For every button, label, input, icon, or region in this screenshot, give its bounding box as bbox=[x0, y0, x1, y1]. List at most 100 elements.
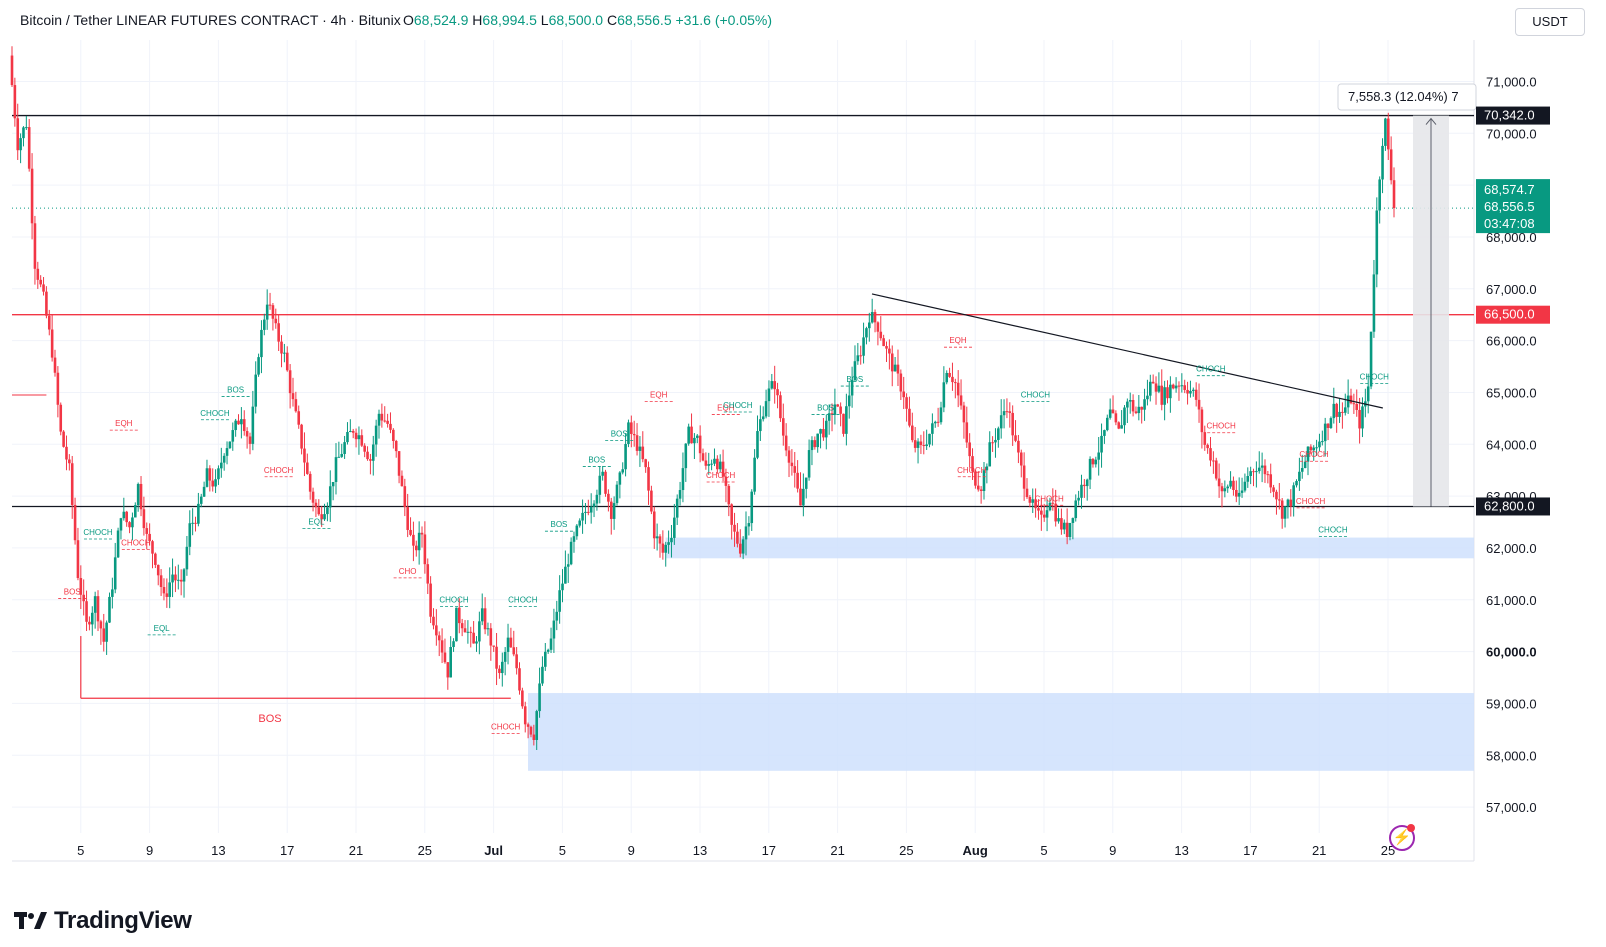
candle-body bbox=[197, 503, 200, 524]
candle-body bbox=[240, 419, 243, 425]
candle-body bbox=[1200, 409, 1204, 433]
candle-body bbox=[879, 331, 883, 339]
candle-body bbox=[862, 337, 865, 356]
candle-body bbox=[899, 373, 903, 392]
level-price-label-bg bbox=[1476, 497, 1550, 516]
chart-header: Bitcoin / Tether LINEAR FUTURES CONTRACT… bbox=[0, 0, 1520, 40]
candle-body bbox=[1042, 514, 1046, 518]
candle-body bbox=[99, 621, 103, 629]
candle-body bbox=[865, 328, 868, 338]
candle-body bbox=[687, 426, 690, 444]
candle-body bbox=[985, 466, 989, 471]
candle-body bbox=[472, 632, 475, 644]
tradingview-logo[interactable]: TradingView bbox=[14, 906, 192, 936]
candle-body bbox=[1232, 480, 1235, 490]
structure-label: CHOCH bbox=[439, 595, 469, 604]
lightning-icon[interactable]: ⚡ bbox=[1389, 824, 1415, 851]
candle-body bbox=[747, 523, 751, 527]
candle-body bbox=[584, 511, 587, 513]
candle-body bbox=[380, 413, 384, 421]
candle-body bbox=[727, 485, 731, 505]
candle-body bbox=[1105, 417, 1109, 431]
candle-body bbox=[88, 621, 91, 625]
candle-body bbox=[736, 531, 739, 544]
candle-body bbox=[1022, 465, 1026, 489]
trendline bbox=[871, 293, 1383, 409]
symbol-title[interactable]: Bitcoin / Tether LINEAR FUTURES CONTRACT… bbox=[20, 12, 401, 28]
candle-body bbox=[234, 420, 237, 431]
time-tick-label: 17 bbox=[762, 843, 776, 858]
candle-body bbox=[830, 413, 834, 415]
candle-body bbox=[1220, 486, 1224, 492]
structure-label: BOS bbox=[611, 430, 628, 439]
candle-body bbox=[460, 623, 464, 629]
candle-body bbox=[65, 446, 68, 460]
candle-body bbox=[133, 505, 137, 518]
candle-body bbox=[1300, 468, 1304, 472]
candle-body bbox=[119, 518, 123, 531]
currency-button[interactable]: USDT bbox=[1515, 8, 1585, 36]
candle-body bbox=[168, 582, 171, 597]
candle-body bbox=[435, 625, 438, 636]
candle-body bbox=[70, 463, 74, 505]
candle-body bbox=[670, 537, 673, 543]
candle-body bbox=[1068, 522, 1072, 538]
change-value: +31.6 (+0.05%) bbox=[675, 12, 773, 28]
price-tick-label: 62,000.0 bbox=[1486, 541, 1537, 556]
candle-body bbox=[406, 506, 409, 530]
candle-body bbox=[171, 574, 174, 583]
candle-body bbox=[1246, 476, 1250, 482]
tradingview-mark-icon bbox=[14, 912, 47, 929]
candle-body bbox=[1214, 460, 1218, 479]
structure-label: CHOCH bbox=[1360, 372, 1390, 381]
candle-body bbox=[76, 540, 80, 579]
measure-box bbox=[1337, 83, 1477, 111]
time-tick-label: Jul bbox=[484, 843, 503, 858]
candle-series bbox=[10, 46, 1396, 751]
demand-zones bbox=[528, 537, 1474, 771]
candle-body bbox=[1169, 384, 1172, 399]
candle-body bbox=[25, 127, 28, 129]
candle-body bbox=[182, 569, 186, 582]
candle-body bbox=[426, 564, 430, 584]
candle-body bbox=[1014, 435, 1017, 441]
candle-body bbox=[1249, 471, 1252, 477]
current-price-text: 03:47:08 bbox=[1484, 216, 1535, 231]
candle-body bbox=[770, 381, 774, 389]
candle-body bbox=[982, 470, 986, 492]
candle-body bbox=[756, 431, 759, 458]
candle-body bbox=[1034, 499, 1037, 509]
candle-body bbox=[16, 118, 20, 151]
candle-body bbox=[13, 85, 17, 119]
candle-body bbox=[10, 55, 14, 86]
candle-body bbox=[979, 489, 983, 492]
candle-body bbox=[529, 726, 533, 735]
candle-body bbox=[1062, 522, 1066, 530]
candle-body bbox=[371, 444, 375, 461]
candle-body bbox=[693, 437, 696, 444]
candle-body bbox=[919, 441, 923, 446]
candle-body bbox=[561, 583, 564, 591]
candle-body bbox=[1183, 385, 1187, 390]
candle-body bbox=[842, 413, 845, 434]
candle-body bbox=[202, 486, 206, 497]
candle-body bbox=[1148, 381, 1152, 396]
candle-body bbox=[652, 511, 656, 539]
candle-body bbox=[1189, 390, 1192, 394]
candle-body bbox=[1005, 411, 1009, 413]
candle-body bbox=[199, 496, 203, 504]
candle-body bbox=[1117, 422, 1121, 429]
candle-body bbox=[1054, 503, 1057, 522]
candle-body bbox=[176, 579, 180, 581]
candle-body bbox=[552, 620, 556, 639]
candle-body bbox=[280, 341, 283, 354]
candle-body bbox=[632, 433, 636, 436]
price-tick-label: 65,000.0 bbox=[1486, 385, 1537, 400]
candle-body bbox=[730, 504, 733, 525]
candle-body bbox=[337, 456, 341, 458]
candle-body bbox=[627, 422, 630, 445]
candle-body bbox=[1123, 407, 1126, 426]
level-price-label: 62,800.0 bbox=[1484, 498, 1535, 513]
candle-body bbox=[194, 522, 197, 524]
